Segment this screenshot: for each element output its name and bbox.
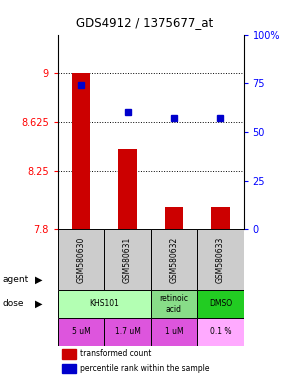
Text: ▶: ▶ [35, 298, 42, 308]
Text: agent: agent [3, 275, 29, 284]
Text: GDS4912 / 1375677_at: GDS4912 / 1375677_at [76, 16, 214, 29]
Bar [211, 207, 230, 229]
Text: percentile rank within the sample: percentile rank within the sample [80, 364, 210, 373]
Bar [118, 149, 137, 229]
Bar [62, 349, 76, 359]
Text: 1 uM: 1 uM [165, 328, 183, 336]
Text: KHS101: KHS101 [89, 300, 119, 308]
Text: GSM580631: GSM580631 [123, 237, 132, 283]
Text: 0.1 %: 0.1 % [210, 328, 231, 336]
Bar [197, 318, 244, 346]
Text: dose: dose [3, 299, 24, 308]
Bar [58, 229, 104, 290]
Text: 1.7 uM: 1.7 uM [115, 328, 141, 336]
Bar [62, 364, 76, 373]
Bar [58, 290, 151, 318]
Bar [165, 207, 183, 229]
Text: GSM580632: GSM580632 [169, 237, 179, 283]
Text: DMSO: DMSO [209, 300, 232, 308]
Bar [72, 73, 90, 229]
Bar [197, 229, 244, 290]
Bar [151, 318, 197, 346]
Bar [197, 290, 244, 318]
Text: GSM580633: GSM580633 [216, 236, 225, 283]
Bar [104, 318, 151, 346]
Text: GSM580630: GSM580630 [77, 236, 86, 283]
Bar [58, 318, 104, 346]
Bar [151, 229, 197, 290]
Bar [104, 229, 151, 290]
Text: 5 uM: 5 uM [72, 328, 90, 336]
Bar [151, 290, 197, 318]
Text: retinoic
acid: retinoic acid [160, 294, 188, 314]
Text: ▶: ▶ [35, 275, 42, 285]
Text: transformed count: transformed count [80, 349, 152, 358]
